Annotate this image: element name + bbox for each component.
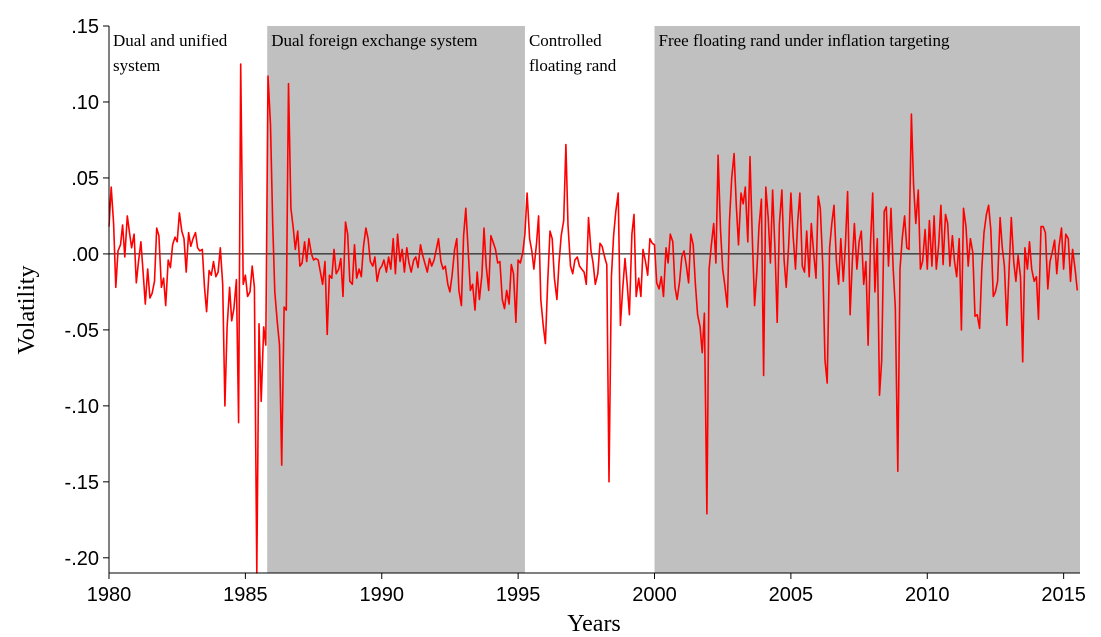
regime-label-3-line-0: Free floating rand under inflation targe… [659, 31, 950, 50]
regime-label-1-line-0: Dual foreign exchange system [271, 31, 477, 50]
regime-label-1: Dual foreign exchange system [271, 31, 477, 50]
regime-label-0-line-0: Dual and unified [113, 31, 228, 50]
y-tick-label: .15 [71, 16, 99, 38]
x-axis-title: Years [567, 611, 621, 637]
regime-label-3: Free floating rand under inflation targe… [659, 31, 950, 50]
x-axis: 1980 1985 1990 1995 2000 2005 2010 2015 [87, 573, 1086, 606]
y-tick-label: .10 [71, 92, 99, 114]
regime-label-0: Dual and unified system [113, 31, 228, 75]
regime-label-2: Controlled floating rand [529, 31, 617, 75]
x-tick-label: 1985 [223, 584, 268, 606]
x-tick-label: 1990 [360, 584, 405, 606]
x-tick-label: 2005 [769, 584, 814, 606]
series-line-0 [108, 63, 1079, 574]
x-tick-label: 1980 [87, 584, 132, 606]
x-tick-label: 2015 [1041, 584, 1086, 606]
y-tick-label: -.15 [65, 472, 99, 494]
y-tick-label: .05 [71, 168, 99, 190]
x-tick-label: 2010 [905, 584, 950, 606]
volatility-series [108, 63, 1079, 574]
y-tick-label: -.10 [65, 396, 99, 418]
x-tick-label: 2000 [632, 584, 677, 606]
regime-label-0-line-1: system [113, 56, 160, 75]
regime-label-2-line-1: floating rand [529, 56, 617, 75]
regime-shading [267, 26, 1080, 573]
y-axis-title: Volatility [14, 266, 40, 355]
regime-band-1 [267, 26, 525, 573]
y-tick-label: -.20 [65, 548, 99, 570]
y-tick-label: .00 [71, 244, 99, 266]
regime-labels: Dual and unified system Dual foreign excha… [113, 31, 950, 75]
y-tick-label: -.05 [65, 320, 99, 342]
y-axis: .15 .10 .05 .00 -.05 -.10 -.15 -.20 [65, 16, 109, 570]
x-tick-label: 1995 [496, 584, 541, 606]
regime-label-2-line-0: Controlled [529, 31, 602, 50]
